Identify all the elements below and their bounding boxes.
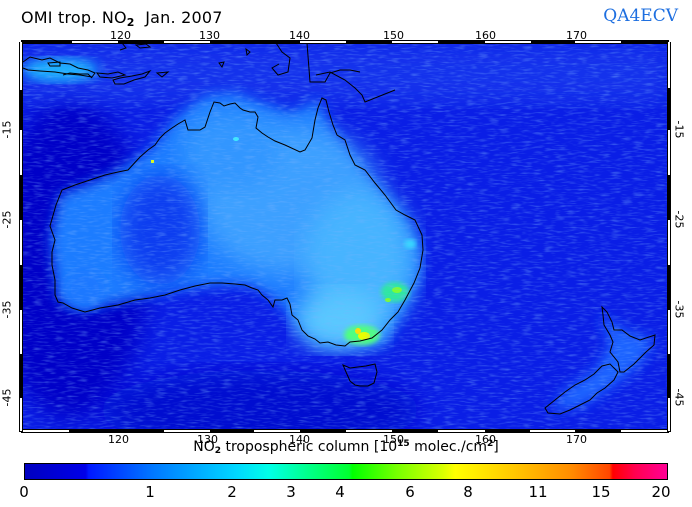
x-tick-bottom-140: 140: [289, 433, 310, 446]
x-tick-bottom-150: 150: [383, 433, 404, 446]
cb-tick-15: 15: [591, 483, 611, 501]
title-subscript: 2: [126, 16, 135, 29]
title-date: Jan. 2007: [145, 8, 223, 27]
y-tick-left--25: -25: [0, 210, 14, 229]
cb-tick-20: 20: [651, 483, 671, 501]
colorbar: [24, 463, 668, 480]
cb-tick-4: 4: [335, 483, 345, 501]
y-tick-left--15: -15: [0, 120, 14, 139]
x-tick-top-170: 170: [566, 29, 587, 42]
colorbar-title: NO2 tropospheric column [1015 molec./cm2…: [0, 439, 692, 456]
bottom-axis-bar: [21, 429, 669, 433]
brand-label: QA4ECV: [603, 6, 678, 26]
no2-heatmap: [22, 43, 668, 430]
x-tick-top-160: 160: [475, 29, 496, 42]
x-tick-top-150: 150: [383, 29, 404, 42]
cb-title-unit-exp: 2: [487, 439, 494, 449]
x-tick-bottom-160: 160: [475, 433, 496, 446]
top-axis-bar: [21, 40, 669, 44]
cb-title-no: NO: [193, 439, 215, 455]
cb-tick-11: 11: [528, 483, 548, 501]
cb-tick-3: 3: [286, 483, 296, 501]
y-tick-right--25: -25: [672, 210, 686, 229]
y-tick-left--45: -45: [0, 388, 14, 407]
cb-title-exp: 15: [397, 439, 410, 449]
left-axis-bar: [19, 42, 23, 432]
x-tick-top-140: 140: [289, 29, 310, 42]
cb-title-end: ]: [493, 439, 499, 455]
x-tick-top-120: 120: [110, 29, 131, 42]
x-tick-bottom-120: 120: [108, 433, 129, 446]
cb-tick-0: 0: [19, 483, 29, 501]
cb-tick-8: 8: [463, 483, 473, 501]
cb-title-mid: tropospheric column [10: [221, 439, 398, 455]
x-tick-bottom-170: 170: [566, 433, 587, 446]
cb-title-unit: molec./cm: [409, 439, 488, 455]
title-text: OMI trop. NO: [21, 8, 127, 27]
y-tick-right--45: -45: [672, 388, 686, 407]
chart-title: OMI trop. NO2 Jan. 2007: [21, 8, 223, 29]
cb-tick-2: 2: [227, 483, 237, 501]
y-tick-left--35: -35: [0, 300, 14, 319]
y-tick-right--15: -15: [672, 120, 686, 139]
cb-tick-1: 1: [145, 483, 155, 501]
cb-title-sub: 2: [214, 446, 221, 456]
x-tick-top-130: 130: [199, 29, 220, 42]
y-tick-right--35: -35: [672, 300, 686, 319]
cb-tick-6: 6: [405, 483, 415, 501]
coastlines: [22, 43, 656, 415]
right-axis-bar: [667, 42, 671, 432]
x-tick-bottom-130: 130: [197, 433, 218, 446]
